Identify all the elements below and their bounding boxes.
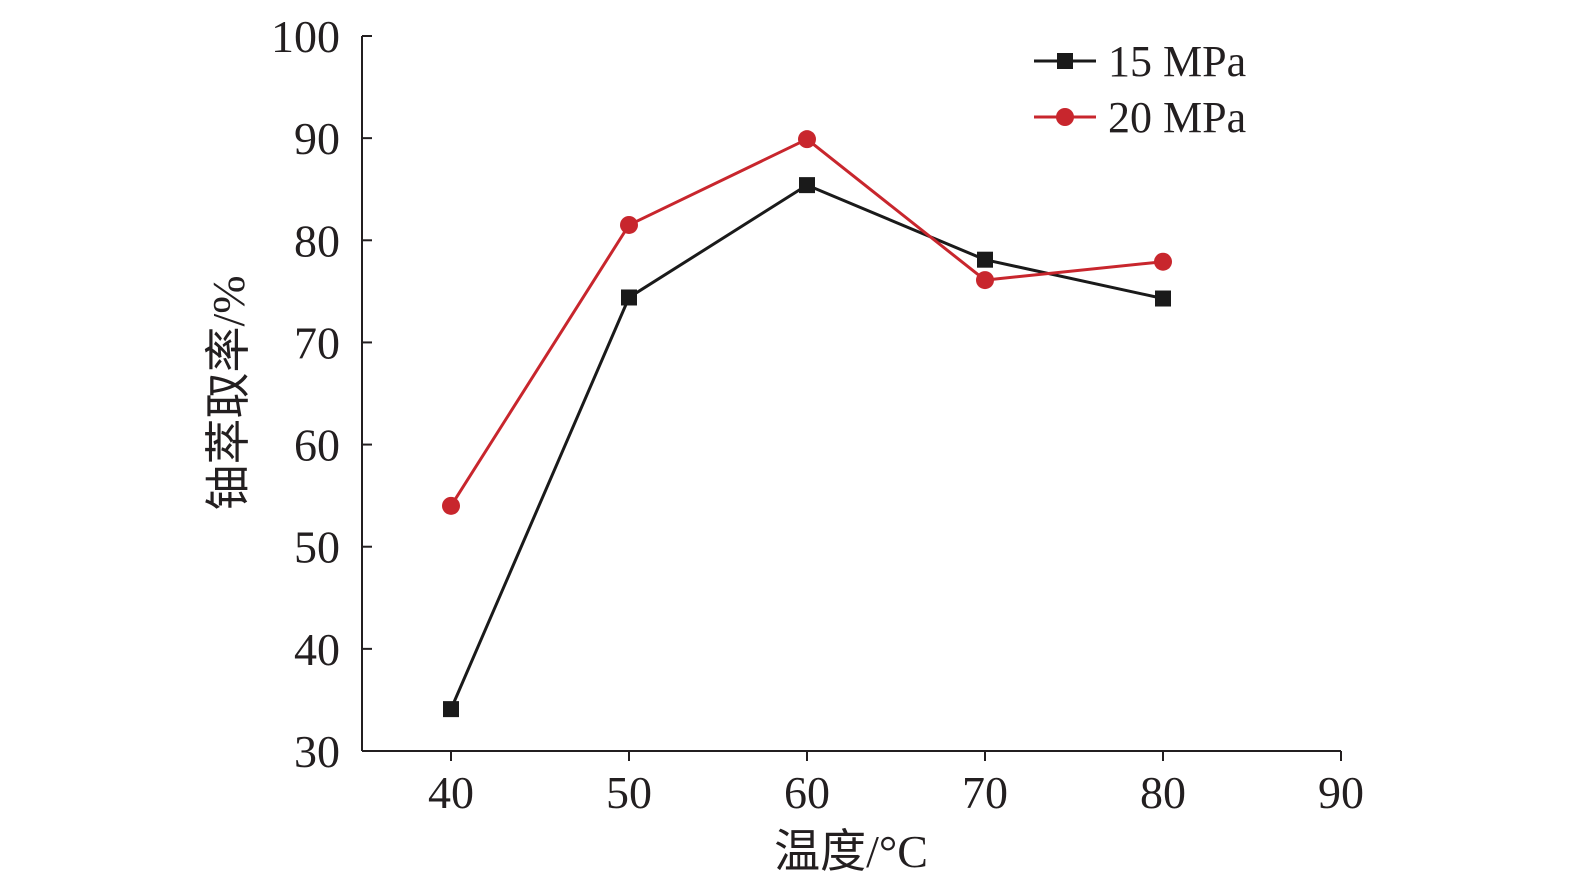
data-point-15mpa — [799, 177, 815, 194]
legend-label-20mpa: 20 MPa — [1108, 93, 1246, 142]
y-tick-label: 100 — [271, 11, 340, 62]
series-20mpa — [442, 130, 1172, 515]
data-point-15mpa — [977, 251, 993, 268]
x-tick-label: 50 — [606, 767, 652, 818]
data-point-20mpa — [620, 215, 638, 234]
legend-marker-circle — [1056, 108, 1074, 126]
x-tick-label: 40 — [428, 767, 474, 818]
legend-item-20mpa: 20 MPa — [1034, 93, 1246, 142]
axes: 30 40 50 60 70 80 90 100 40 50 60 70 80 90 — [271, 11, 1364, 818]
legend-marker-square — [1057, 53, 1073, 69]
x-tick-label: 70 — [962, 767, 1008, 818]
legend-item-15mpa: 15 MPa — [1034, 37, 1246, 86]
y-tick-label: 30 — [294, 726, 340, 777]
legend: 15 MPa 20 MPa — [1034, 37, 1246, 142]
x-tick-label: 90 — [1318, 767, 1364, 818]
y-tick-label: 80 — [294, 215, 340, 266]
series-layer — [442, 130, 1172, 718]
data-point-15mpa — [1155, 290, 1171, 307]
legend-label-15mpa: 15 MPa — [1108, 37, 1246, 86]
series-line-15mpa — [449, 183, 1164, 710]
data-point-20mpa — [976, 271, 994, 290]
series-line-20mpa — [449, 137, 1164, 507]
data-point-20mpa — [442, 496, 460, 515]
y-tick-label: 60 — [294, 420, 340, 471]
data-point-20mpa — [1154, 252, 1172, 271]
x-ticks: 40 50 60 70 80 90 — [428, 751, 1364, 818]
y-tick-label: 90 — [294, 113, 340, 164]
series-15mpa — [443, 177, 1171, 718]
x-tick-label: 80 — [1140, 767, 1186, 818]
data-point-20mpa — [798, 130, 816, 149]
y-tick-label: 50 — [294, 522, 340, 573]
y-tick-label: 70 — [294, 317, 340, 368]
data-point-15mpa — [443, 701, 459, 718]
x-axis-title: 温度/°C — [774, 826, 928, 877]
x-tick-label: 60 — [784, 767, 830, 818]
data-point-15mpa — [621, 289, 637, 306]
y-tick-label: 40 — [294, 624, 340, 675]
y-ticks: 30 40 50 60 70 80 90 100 — [271, 11, 372, 777]
y-axis-title: 铀萃取率/% — [203, 275, 254, 510]
